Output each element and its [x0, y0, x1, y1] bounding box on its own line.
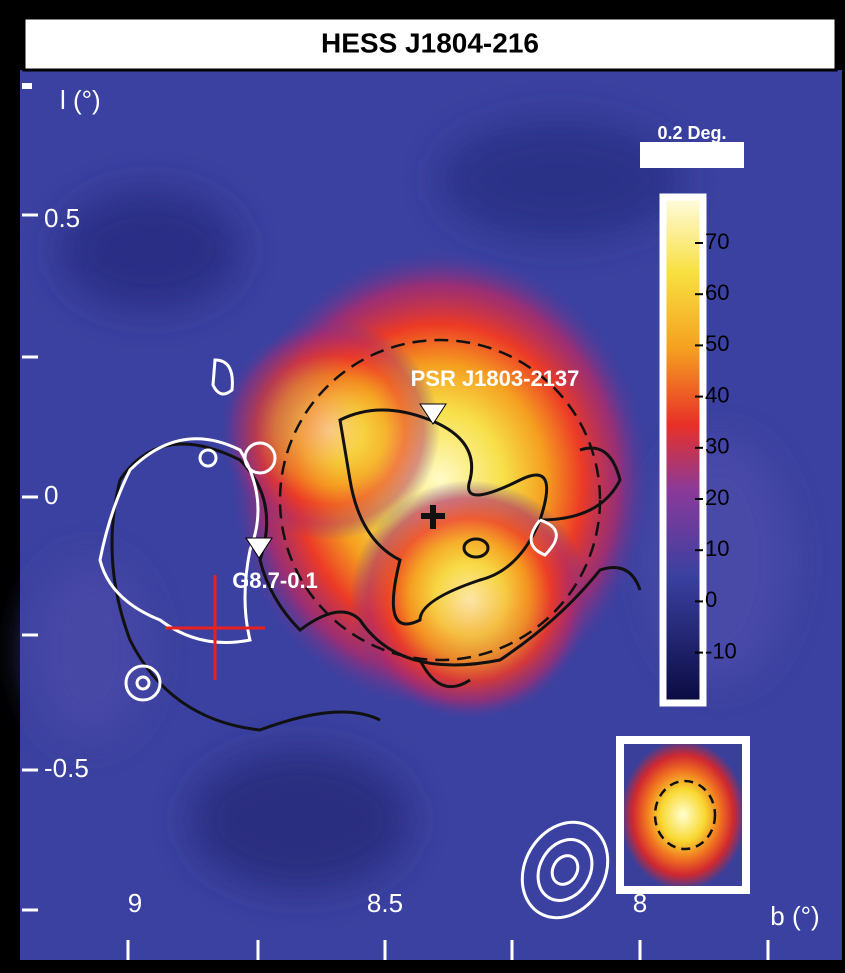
y-tick-label: -0.5: [44, 753, 89, 783]
psf-inset: [620, 740, 746, 890]
colorbar-tick-label: 10: [705, 536, 729, 561]
snr-label: G8.7-0.1: [232, 568, 318, 593]
colorbar-tick-label: 70: [705, 229, 729, 254]
title: HESS J1804-216: [321, 27, 539, 58]
colorbar: [663, 197, 703, 703]
x-tick-label: 8.5: [367, 888, 403, 918]
x-axis-label: b (°): [770, 901, 819, 931]
colorbar-tick-label: 40: [705, 382, 729, 407]
colorbar-tick-label: -10: [705, 638, 737, 663]
x-tick-label: 9: [128, 888, 142, 918]
colorbar-tick-label: 30: [705, 434, 729, 459]
colorbar-tick-label: 60: [705, 280, 729, 305]
scale-label: 0.2 Deg.: [657, 123, 726, 143]
colorbar-tick-label: 0: [705, 587, 717, 612]
pulsar-label: PSR J1803-2137: [411, 366, 580, 391]
x-tick-label: 8: [633, 888, 647, 918]
scale-bar: [640, 142, 744, 168]
y-tick-label: 0.5: [44, 203, 80, 233]
figure: PSR J1803-2137 G8.7-0.1 0.2 Deg. 70 60 50 4…: [0, 0, 845, 973]
colorbar-tick-label: 20: [705, 485, 729, 510]
colorbar-tick-label: 50: [705, 331, 729, 356]
y-tick-label: 0: [44, 480, 58, 510]
y-axis-label: l (°): [60, 85, 101, 115]
